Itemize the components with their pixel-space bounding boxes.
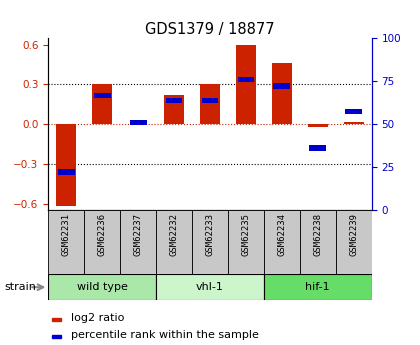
Text: vhl-1: vhl-1: [196, 282, 224, 292]
Text: hif-1: hif-1: [305, 282, 330, 292]
Text: GDS1379 / 18877: GDS1379 / 18877: [145, 22, 275, 37]
Bar: [165, 98, 182, 103]
Bar: [52, 335, 61, 338]
Bar: [344, 121, 364, 124]
Bar: [336, 210, 372, 274]
Bar: [156, 210, 192, 274]
Bar: [52, 317, 61, 321]
Bar: [156, 274, 264, 300]
Bar: [264, 210, 300, 274]
Text: GSM62232: GSM62232: [170, 213, 178, 256]
Bar: [94, 93, 110, 98]
Bar: [56, 124, 76, 206]
Text: GSM62231: GSM62231: [62, 213, 71, 256]
Text: GSM62234: GSM62234: [277, 213, 286, 256]
Bar: [130, 120, 147, 125]
Bar: [236, 45, 256, 124]
Bar: [238, 77, 255, 82]
Bar: [308, 124, 328, 127]
Bar: [272, 63, 292, 124]
Bar: [192, 210, 228, 274]
Text: GSM62237: GSM62237: [134, 213, 143, 256]
Text: GSM62233: GSM62233: [205, 213, 215, 256]
Text: log2 ratio: log2 ratio: [71, 313, 124, 323]
Bar: [164, 95, 184, 124]
Bar: [84, 210, 120, 274]
Bar: [120, 210, 156, 274]
Bar: [92, 85, 112, 124]
Bar: [310, 146, 326, 151]
Text: GSM62235: GSM62235: [241, 213, 250, 256]
Bar: [202, 98, 218, 103]
Bar: [48, 274, 156, 300]
Text: strain: strain: [4, 282, 36, 292]
Bar: [48, 210, 84, 274]
Text: GSM62238: GSM62238: [313, 213, 322, 256]
Bar: [228, 210, 264, 274]
Bar: [345, 109, 362, 114]
Text: wild type: wild type: [77, 282, 128, 292]
Bar: [264, 274, 372, 300]
Text: GSM62239: GSM62239: [349, 213, 358, 256]
Bar: [300, 210, 336, 274]
Text: percentile rank within the sample: percentile rank within the sample: [71, 331, 259, 340]
Text: GSM62236: GSM62236: [98, 213, 107, 256]
Bar: [273, 83, 290, 89]
Bar: [58, 169, 75, 175]
Bar: [200, 85, 220, 124]
